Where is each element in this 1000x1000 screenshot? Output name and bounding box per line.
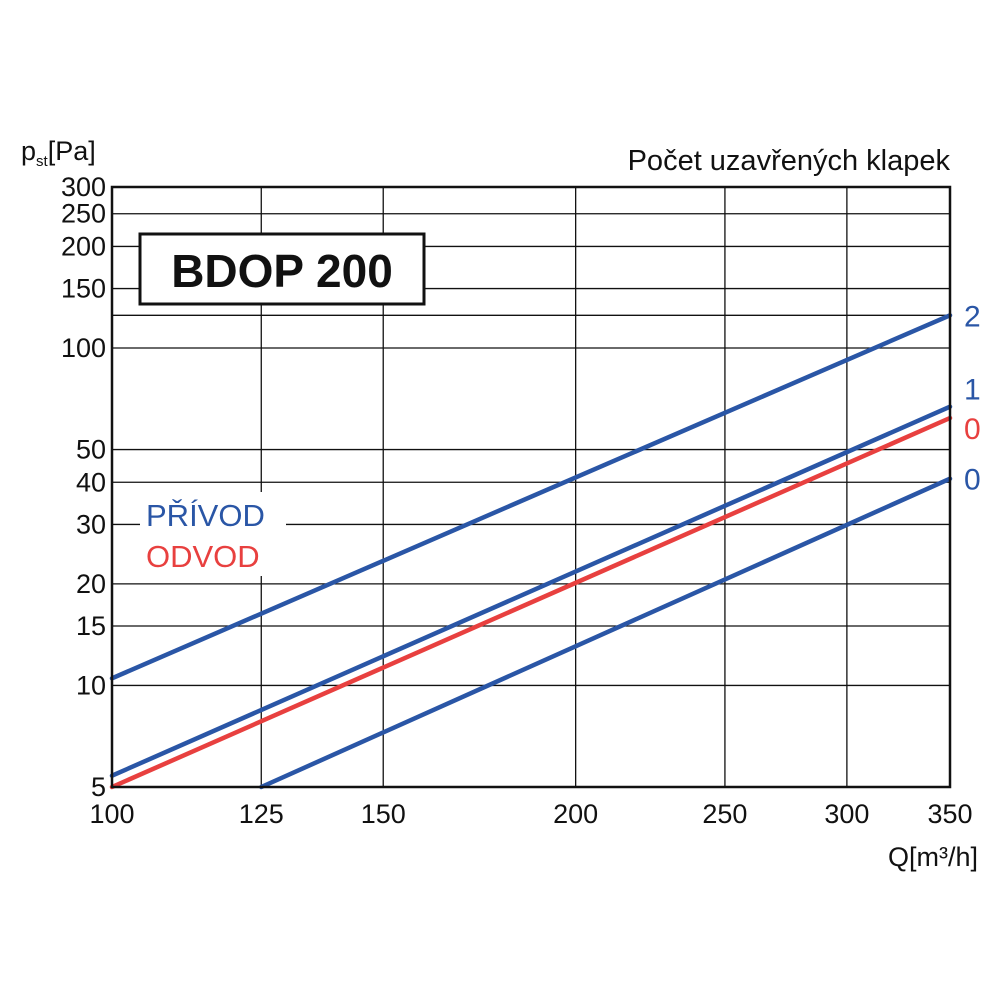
chart-title-text: BDOP 200	[171, 245, 393, 297]
x-axis-label: Q[m³/h]	[888, 842, 978, 872]
y-tick-label: 50	[76, 435, 106, 465]
key-entry: ODVOD	[146, 539, 260, 574]
series-end-labels: 2 1 0 0	[964, 300, 981, 496]
series-end-label: 1	[964, 374, 981, 407]
y-tick-label: 250	[61, 199, 106, 229]
y-tick-label: 150	[61, 274, 106, 304]
y-tick-label: 100	[61, 333, 106, 363]
y-tick-label: 300	[61, 172, 106, 202]
series-line	[109, 313, 953, 681]
key: PŘÍVOD ODVOD	[140, 492, 286, 576]
series-line	[109, 404, 953, 778]
y-axis-unit: [Pa]	[48, 136, 96, 166]
y-tick-label: 10	[76, 670, 106, 700]
y-tick-label: 5	[91, 772, 106, 802]
x-tick-label: 350	[927, 799, 972, 829]
x-tick-label: 100	[89, 799, 134, 829]
y-tick-label: 20	[76, 569, 106, 599]
key-entry: PŘÍVOD	[146, 498, 265, 533]
x-tick-label: 125	[239, 799, 284, 829]
y-axis-subscript: st	[36, 153, 49, 170]
plot-frame	[110, 185, 952, 789]
y-tick-label: 200	[61, 231, 106, 261]
series-end-label: 2	[964, 300, 981, 333]
series-end-label: 0	[964, 464, 981, 497]
series-lines	[109, 313, 953, 790]
y-axis-label: pst[Pa]	[21, 136, 96, 170]
x-tick-label: 300	[824, 799, 869, 829]
series-line	[109, 415, 953, 790]
series-end-label: 0	[964, 413, 981, 446]
key-background	[140, 492, 286, 576]
chart-title-box	[138, 232, 426, 306]
x-axis-symbol: Q	[888, 842, 909, 872]
x-axis-unit: [m³/h]	[909, 842, 978, 872]
y-tick-label: 15	[76, 611, 106, 641]
y-tick-label: 30	[76, 509, 106, 539]
legend-title: Počet uzavřených klapek	[628, 145, 951, 177]
chart-title: BDOP 200	[138, 232, 426, 306]
x-tick-label: 200	[553, 799, 598, 829]
x-tick-label: 150	[361, 799, 406, 829]
series-line	[259, 476, 953, 790]
y-tick-label: 40	[76, 467, 106, 497]
y-axis-symbol: p	[21, 136, 36, 166]
x-tick-label: 250	[702, 799, 747, 829]
x-tick-labels: 100 125 150 200 250 300 350	[89, 799, 972, 829]
